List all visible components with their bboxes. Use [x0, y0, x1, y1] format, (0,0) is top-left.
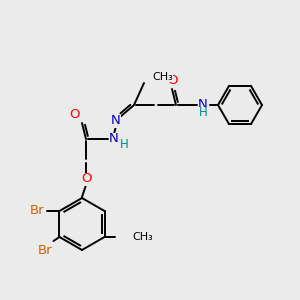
Text: O: O: [167, 74, 177, 88]
Text: O: O: [81, 172, 91, 185]
Text: N: N: [198, 98, 208, 110]
Text: N: N: [111, 115, 121, 128]
Text: O: O: [69, 109, 79, 122]
Text: Br: Br: [38, 244, 53, 257]
Text: H: H: [120, 139, 128, 152]
Text: N: N: [109, 133, 119, 146]
Text: Br: Br: [30, 205, 45, 218]
Text: CH₃: CH₃: [133, 232, 153, 242]
Text: CH₃: CH₃: [152, 72, 173, 82]
Text: H: H: [199, 106, 207, 119]
